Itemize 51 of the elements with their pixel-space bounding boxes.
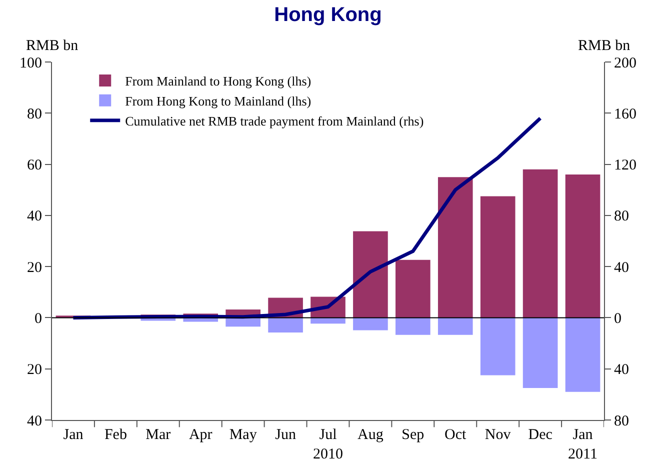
bar bbox=[226, 318, 260, 327]
y-tick-label: 40 bbox=[27, 208, 42, 225]
y2-tick-label: 80 bbox=[614, 413, 629, 430]
x-tick-label: Jun bbox=[275, 427, 296, 443]
legend-label: From Hong Kong to Mainland (lhs) bbox=[125, 94, 312, 108]
x-tick-label: Dec bbox=[528, 427, 553, 443]
bar bbox=[565, 318, 600, 392]
x-tick-label: Jan 2011 bbox=[568, 427, 598, 462]
y-tick-label: 60 bbox=[27, 158, 42, 174]
x-tick-label: Apr bbox=[188, 427, 212, 443]
bar bbox=[396, 260, 430, 318]
x-tick-label: Mar bbox=[146, 427, 171, 443]
bar bbox=[353, 231, 388, 318]
y2-tick-label: 40 bbox=[614, 260, 629, 276]
x-tick-label: Sep bbox=[402, 427, 424, 443]
y2-tick-label: 200 bbox=[614, 55, 636, 72]
bar bbox=[480, 196, 516, 318]
legend-label: From Mainland to Hong Kong (lhs) bbox=[125, 74, 312, 89]
y2-tick-label: 0 bbox=[614, 310, 622, 327]
y-tick-label: 0 bbox=[34, 310, 42, 327]
bar bbox=[268, 318, 303, 333]
bar bbox=[480, 318, 516, 376]
x-tick-label: Nov bbox=[484, 427, 512, 443]
x-tick-label: Oct bbox=[444, 427, 468, 443]
bar bbox=[565, 174, 600, 318]
x-tick-label: Jan bbox=[63, 427, 84, 443]
bar bbox=[522, 318, 558, 388]
y-tick-label: 20 bbox=[27, 362, 42, 378]
x-tick-label: May bbox=[229, 427, 258, 443]
x-tick-label: Feb bbox=[104, 427, 127, 443]
y-tick-label: 20 bbox=[27, 260, 42, 276]
y2-tick-label: 40 bbox=[614, 362, 629, 378]
bar bbox=[310, 318, 346, 324]
bar bbox=[438, 318, 473, 335]
chart-title: Hong Kong bbox=[274, 4, 382, 26]
bar bbox=[353, 318, 388, 330]
bar bbox=[438, 177, 473, 318]
bar bbox=[396, 318, 430, 335]
line-series bbox=[71, 116, 542, 320]
x-tick-label: Aug bbox=[358, 427, 384, 443]
y-tick-label: 80 bbox=[27, 106, 42, 122]
y-tick-label: 100 bbox=[20, 55, 42, 72]
y-axis-title: RMB bn bbox=[26, 38, 79, 54]
y2-axis-title: RMB bn bbox=[578, 38, 631, 54]
y2-tick-label: 120 bbox=[614, 158, 636, 174]
y2-tick-label: 160 bbox=[614, 106, 636, 122]
y-tick-label: 40 bbox=[27, 413, 42, 430]
legend-label: Cumulative net RMB trade payment from Mainland (rhs) bbox=[125, 113, 424, 128]
x-tick-label: Jul 2010 bbox=[313, 427, 343, 462]
y2-tick-label: 80 bbox=[614, 208, 629, 225]
bar bbox=[522, 169, 558, 318]
